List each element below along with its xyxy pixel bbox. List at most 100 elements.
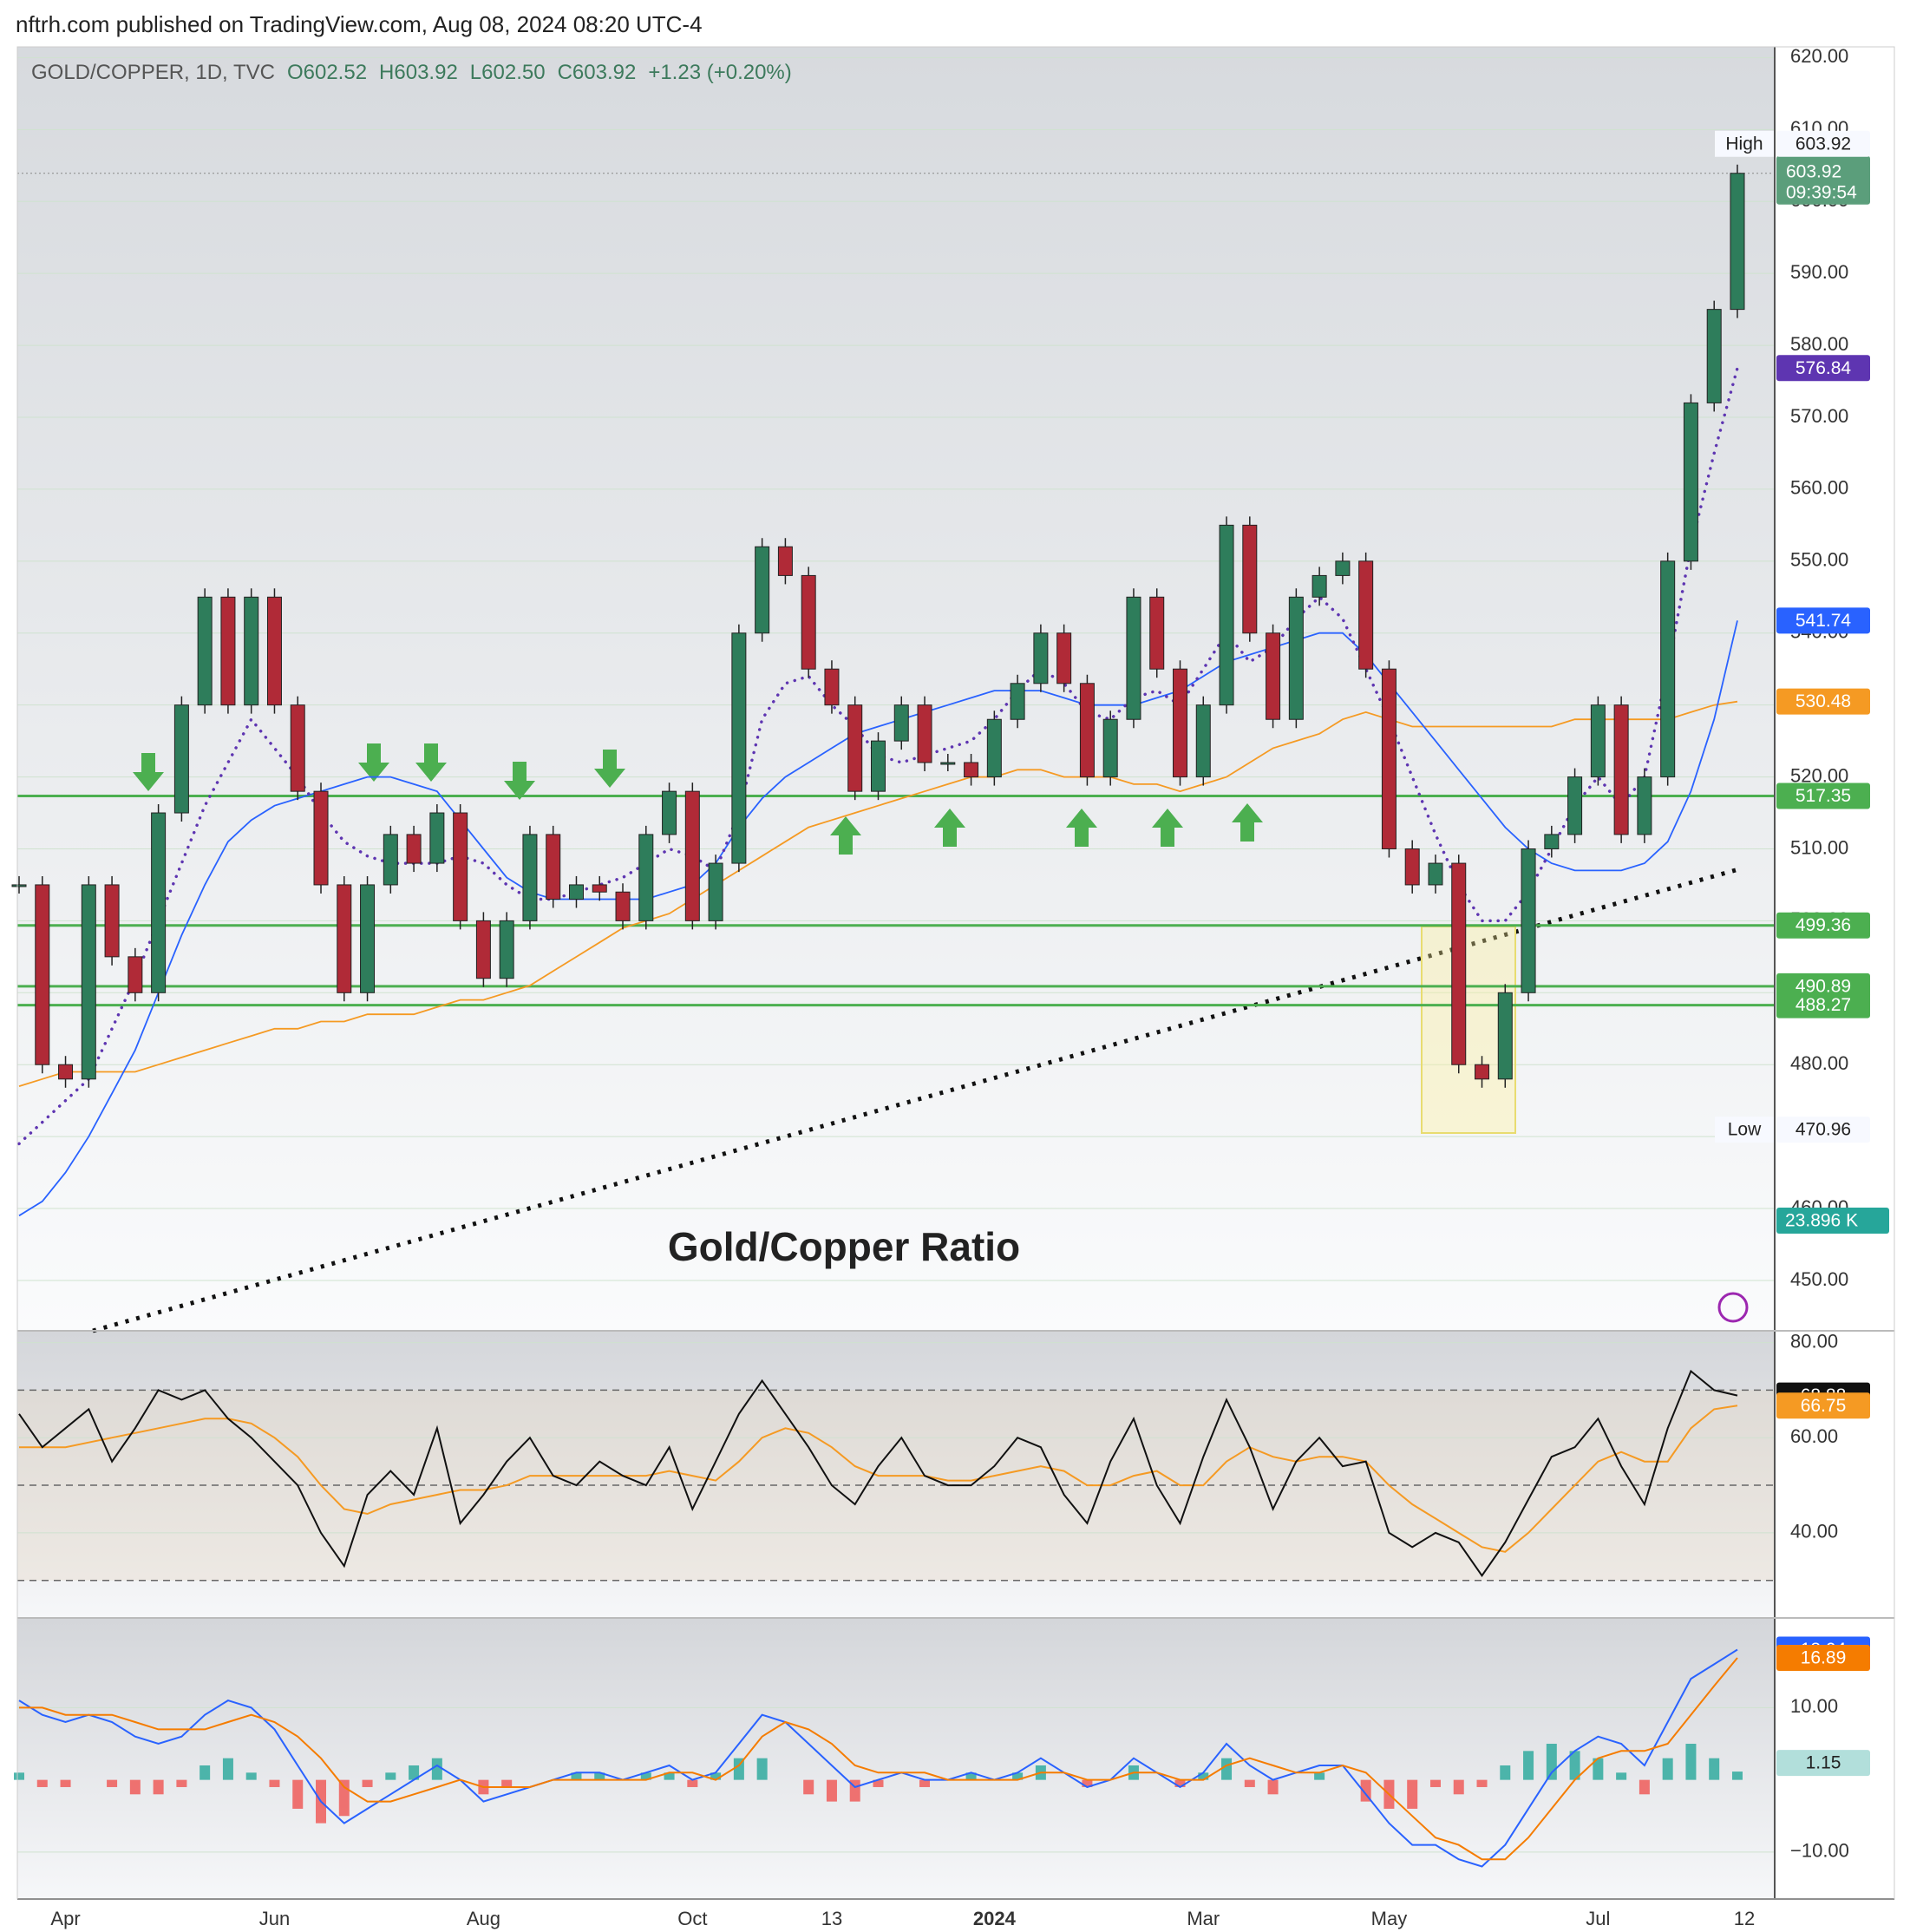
rsi-line: [19, 1405, 1738, 1553]
x-tick-label: Apr: [50, 1908, 80, 1929]
histogram-bar: [1198, 1772, 1209, 1780]
candle: [1288, 596, 1304, 720]
candle: [429, 812, 445, 864]
candle: [615, 891, 631, 921]
arrow: [1232, 803, 1263, 842]
candle: [383, 834, 398, 886]
candle: [847, 704, 863, 792]
candle: [1311, 574, 1327, 598]
arrow: [830, 816, 861, 855]
last-price: 603.92: [1786, 161, 1841, 181]
histogram-bar: [826, 1779, 837, 1802]
arrow: [594, 750, 625, 788]
hist-tag: 1.15: [1806, 1753, 1841, 1773]
candle: [708, 862, 723, 921]
candle: [313, 790, 329, 886]
histogram-bar: [362, 1779, 373, 1787]
histogram-bar: [1639, 1779, 1650, 1795]
histogram-bar: [756, 1758, 768, 1780]
arrow: [358, 743, 389, 782]
candle: [151, 812, 167, 993]
low-tag: 470.96: [1796, 1120, 1851, 1140]
low: L602.50: [469, 61, 546, 84]
x-tick-label: 13: [821, 1908, 842, 1929]
histogram-bar: [640, 1772, 651, 1780]
moving-average: [18, 700, 1738, 1087]
candle: [104, 884, 120, 958]
candle: [568, 884, 584, 901]
histogram-bar: [153, 1779, 164, 1795]
y-tick-label: 550.00: [1790, 549, 1848, 571]
candle: [986, 718, 1002, 778]
rsi-line: [18, 1369, 1738, 1577]
histogram-bar: [1569, 1751, 1580, 1780]
macd-panel-bg: [17, 1619, 1775, 1899]
low-label: Low: [1728, 1120, 1762, 1140]
arrow: [415, 743, 447, 782]
candle: [244, 596, 259, 706]
histogram-bar: [1221, 1758, 1233, 1780]
volume-tag-bg: [1776, 1208, 1889, 1234]
arrow: [504, 762, 535, 800]
candle: [197, 596, 213, 706]
y-tick-label: 480.00: [1790, 1052, 1848, 1074]
hist-tag-bg: [1776, 1750, 1870, 1777]
moving-average: [17, 366, 1739, 1146]
open: O602.52: [286, 61, 368, 84]
ma-tag: 541.74: [1796, 611, 1852, 631]
y-tick-label: 450.00: [1790, 1268, 1848, 1290]
candle: [1358, 560, 1374, 670]
histogram-bar: [1267, 1779, 1279, 1795]
candle: [1544, 834, 1560, 849]
change: +1.23 (+0.20%): [648, 61, 792, 84]
histogram-bar: [1546, 1744, 1557, 1780]
candle: [220, 596, 236, 706]
candle: [35, 884, 50, 1065]
candle: [266, 596, 282, 706]
candle: [917, 704, 932, 763]
candle: [337, 884, 352, 993]
y-tick-label: 10.00: [1790, 1695, 1838, 1717]
candle: [1010, 683, 1025, 720]
chart-title: Gold/Copper Ratio: [668, 1224, 1020, 1269]
high-tag-bg: [1776, 130, 1870, 157]
ma-tag-bg: [1776, 688, 1870, 715]
histogram-bar: [176, 1779, 187, 1787]
macd-tag: 16.89: [1801, 1648, 1847, 1668]
y-tick-label: 560.00: [1790, 477, 1848, 499]
candle: [1730, 173, 1745, 311]
candle: [360, 884, 376, 993]
main-panel-bg: [17, 47, 1775, 1331]
histogram-bar: [1731, 1772, 1743, 1780]
x-tick-label: Oct: [677, 1908, 707, 1929]
level-tag: 517.35: [1796, 786, 1851, 806]
histogram-bar: [1593, 1758, 1604, 1780]
histogram-bar: [245, 1772, 257, 1780]
candle: [638, 834, 654, 921]
arrow: [934, 809, 965, 847]
candle: [81, 884, 96, 1080]
candle: [1590, 704, 1606, 778]
histogram-bar: [803, 1779, 814, 1795]
histogram-bar: [1662, 1758, 1673, 1780]
candle: [1637, 776, 1652, 835]
close: C603.92: [557, 61, 637, 84]
candle: [940, 762, 956, 765]
low-label-bg: [1715, 1117, 1774, 1143]
candle: [684, 790, 700, 921]
candle: [1219, 524, 1234, 706]
histogram-bar: [1453, 1779, 1464, 1795]
level-tag: 488.27: [1796, 995, 1851, 1015]
high-label-bg: [1715, 130, 1774, 157]
x-tick-label: May: [1371, 1908, 1408, 1929]
histogram-bar: [409, 1765, 420, 1780]
histogram-bar: [1360, 1779, 1371, 1802]
y-tick-label: 60.00: [1790, 1425, 1838, 1447]
y-tick-label: 40.00: [1790, 1521, 1838, 1542]
y-tick-label: 570.00: [1790, 405, 1848, 427]
histogram-bar: [1407, 1779, 1418, 1809]
histogram-bar: [338, 1779, 350, 1817]
histogram-bar: [501, 1779, 513, 1787]
histogram-bar: [1429, 1779, 1441, 1787]
